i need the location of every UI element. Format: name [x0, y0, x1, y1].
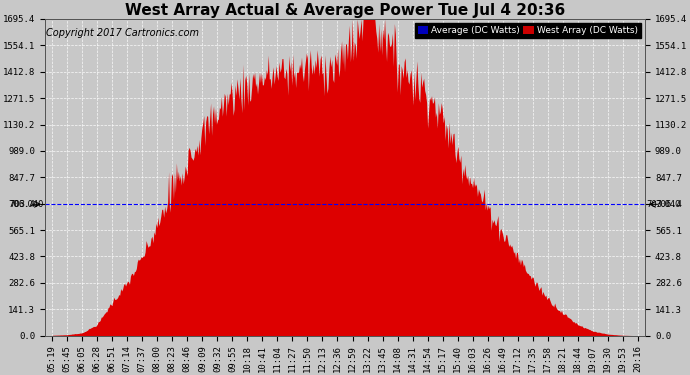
Text: 703.040: 703.040	[10, 200, 44, 209]
Title: West Array Actual & Average Power Tue Jul 4 20:36: West Array Actual & Average Power Tue Ju…	[125, 3, 565, 18]
Legend: Average (DC Watts), West Array (DC Watts): Average (DC Watts), West Array (DC Watts…	[415, 24, 641, 38]
Text: 703.040: 703.040	[646, 200, 680, 209]
Text: Copyright 2017 Cartronics.com: Copyright 2017 Cartronics.com	[46, 28, 199, 39]
